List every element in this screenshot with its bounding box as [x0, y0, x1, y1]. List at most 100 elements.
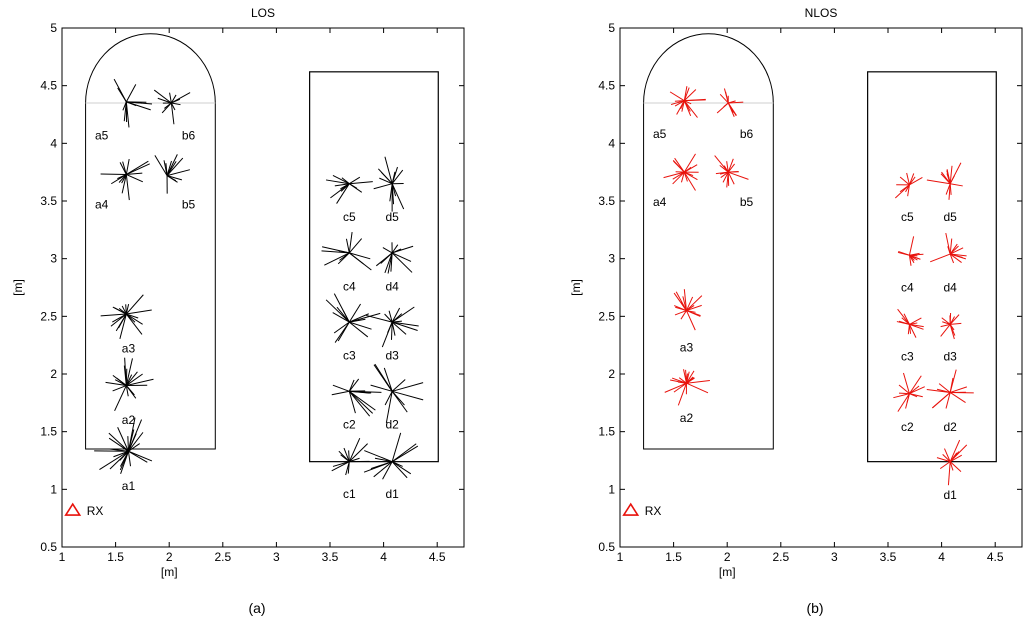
ray [166, 154, 178, 176]
ray [112, 385, 127, 392]
ray [349, 252, 371, 260]
ray [377, 168, 393, 185]
position-label-d3: d3 [943, 350, 957, 364]
ray [126, 163, 150, 175]
ray [909, 323, 924, 330]
ray [391, 169, 404, 185]
ray [680, 172, 685, 183]
ray [945, 232, 951, 255]
ray [684, 166, 692, 173]
ray [950, 386, 968, 393]
ray [336, 183, 350, 204]
ray [332, 174, 350, 185]
ray [349, 183, 363, 193]
ray [670, 100, 685, 106]
position-label-d4: d4 [943, 281, 957, 295]
ray [120, 451, 129, 474]
position-label-c5: c5 [901, 210, 914, 224]
ray [128, 433, 137, 452]
ray [117, 427, 129, 452]
position-b6-rays [153, 89, 191, 125]
ray [723, 102, 729, 108]
ray [908, 324, 912, 334]
ray [125, 294, 144, 315]
position-label-d2: d2 [943, 420, 957, 434]
ray [154, 155, 168, 176]
ray [391, 321, 407, 335]
position-d1-rays [363, 432, 419, 480]
ray [331, 461, 350, 472]
ray [684, 98, 706, 102]
ray [122, 161, 127, 175]
receiver-marker [622, 502, 640, 516]
position-label-b6: b6 [182, 128, 196, 142]
position-a2-rays [105, 357, 154, 412]
ray [170, 102, 176, 111]
ray [680, 310, 687, 320]
ray [728, 171, 749, 180]
ray [126, 378, 154, 387]
ray [673, 292, 687, 311]
position-d2-rays [370, 363, 424, 424]
ray [947, 461, 951, 486]
ray [898, 384, 910, 394]
ray [382, 247, 393, 254]
y-tick-label: 4.5 [40, 79, 57, 93]
ray [684, 171, 698, 181]
ray [127, 436, 129, 452]
ray [669, 91, 685, 102]
y-tick-label: 3.5 [40, 194, 57, 208]
ray [343, 447, 350, 462]
ray [942, 321, 951, 325]
ray [675, 306, 687, 312]
ray [348, 378, 360, 392]
x-tick-label: 2.5 [772, 550, 789, 564]
ray [950, 253, 963, 259]
y-tick-label: 2.5 [40, 309, 57, 323]
position-label-c2: c2 [901, 420, 914, 434]
position-label-a4: a4 [95, 197, 109, 211]
ray [940, 323, 951, 328]
ray [333, 321, 350, 334]
ray [370, 384, 393, 392]
ray [909, 254, 921, 260]
ray [893, 393, 910, 399]
position-c5-rays [325, 174, 373, 204]
y-tick-label: 2.5 [598, 309, 615, 323]
ray [392, 390, 424, 401]
ray [686, 382, 709, 394]
ray [112, 313, 127, 323]
ray [126, 172, 143, 175]
ray [99, 450, 129, 471]
ray [939, 461, 951, 470]
ray [391, 248, 402, 254]
ray [166, 157, 184, 176]
ray [349, 176, 361, 185]
position-b5-rays [714, 155, 749, 188]
ray [727, 102, 735, 117]
position-a5-rays [669, 86, 706, 118]
y-axis-label: [m] [569, 279, 583, 296]
ray [383, 367, 393, 392]
ray [391, 166, 398, 184]
y-tick-label: 3 [50, 252, 57, 266]
ray [949, 247, 964, 255]
x-tick-label: 4.5 [429, 550, 446, 564]
position-d1-rays [936, 439, 968, 486]
ray [119, 313, 127, 340]
ray [949, 165, 953, 184]
ray [944, 448, 951, 462]
ray [349, 390, 376, 411]
ray [719, 164, 729, 173]
position-a3-rays [673, 289, 703, 331]
ray [348, 391, 356, 414]
y-tick-label: 1 [608, 482, 615, 496]
ray [936, 388, 951, 393]
position-a2-rays [664, 369, 710, 406]
position-label-c2: c2 [343, 418, 356, 432]
position-label-a5: a5 [653, 127, 667, 141]
ray [128, 450, 153, 462]
ray [680, 100, 685, 110]
ray [728, 101, 744, 104]
x-tick-label: 1 [59, 550, 66, 564]
